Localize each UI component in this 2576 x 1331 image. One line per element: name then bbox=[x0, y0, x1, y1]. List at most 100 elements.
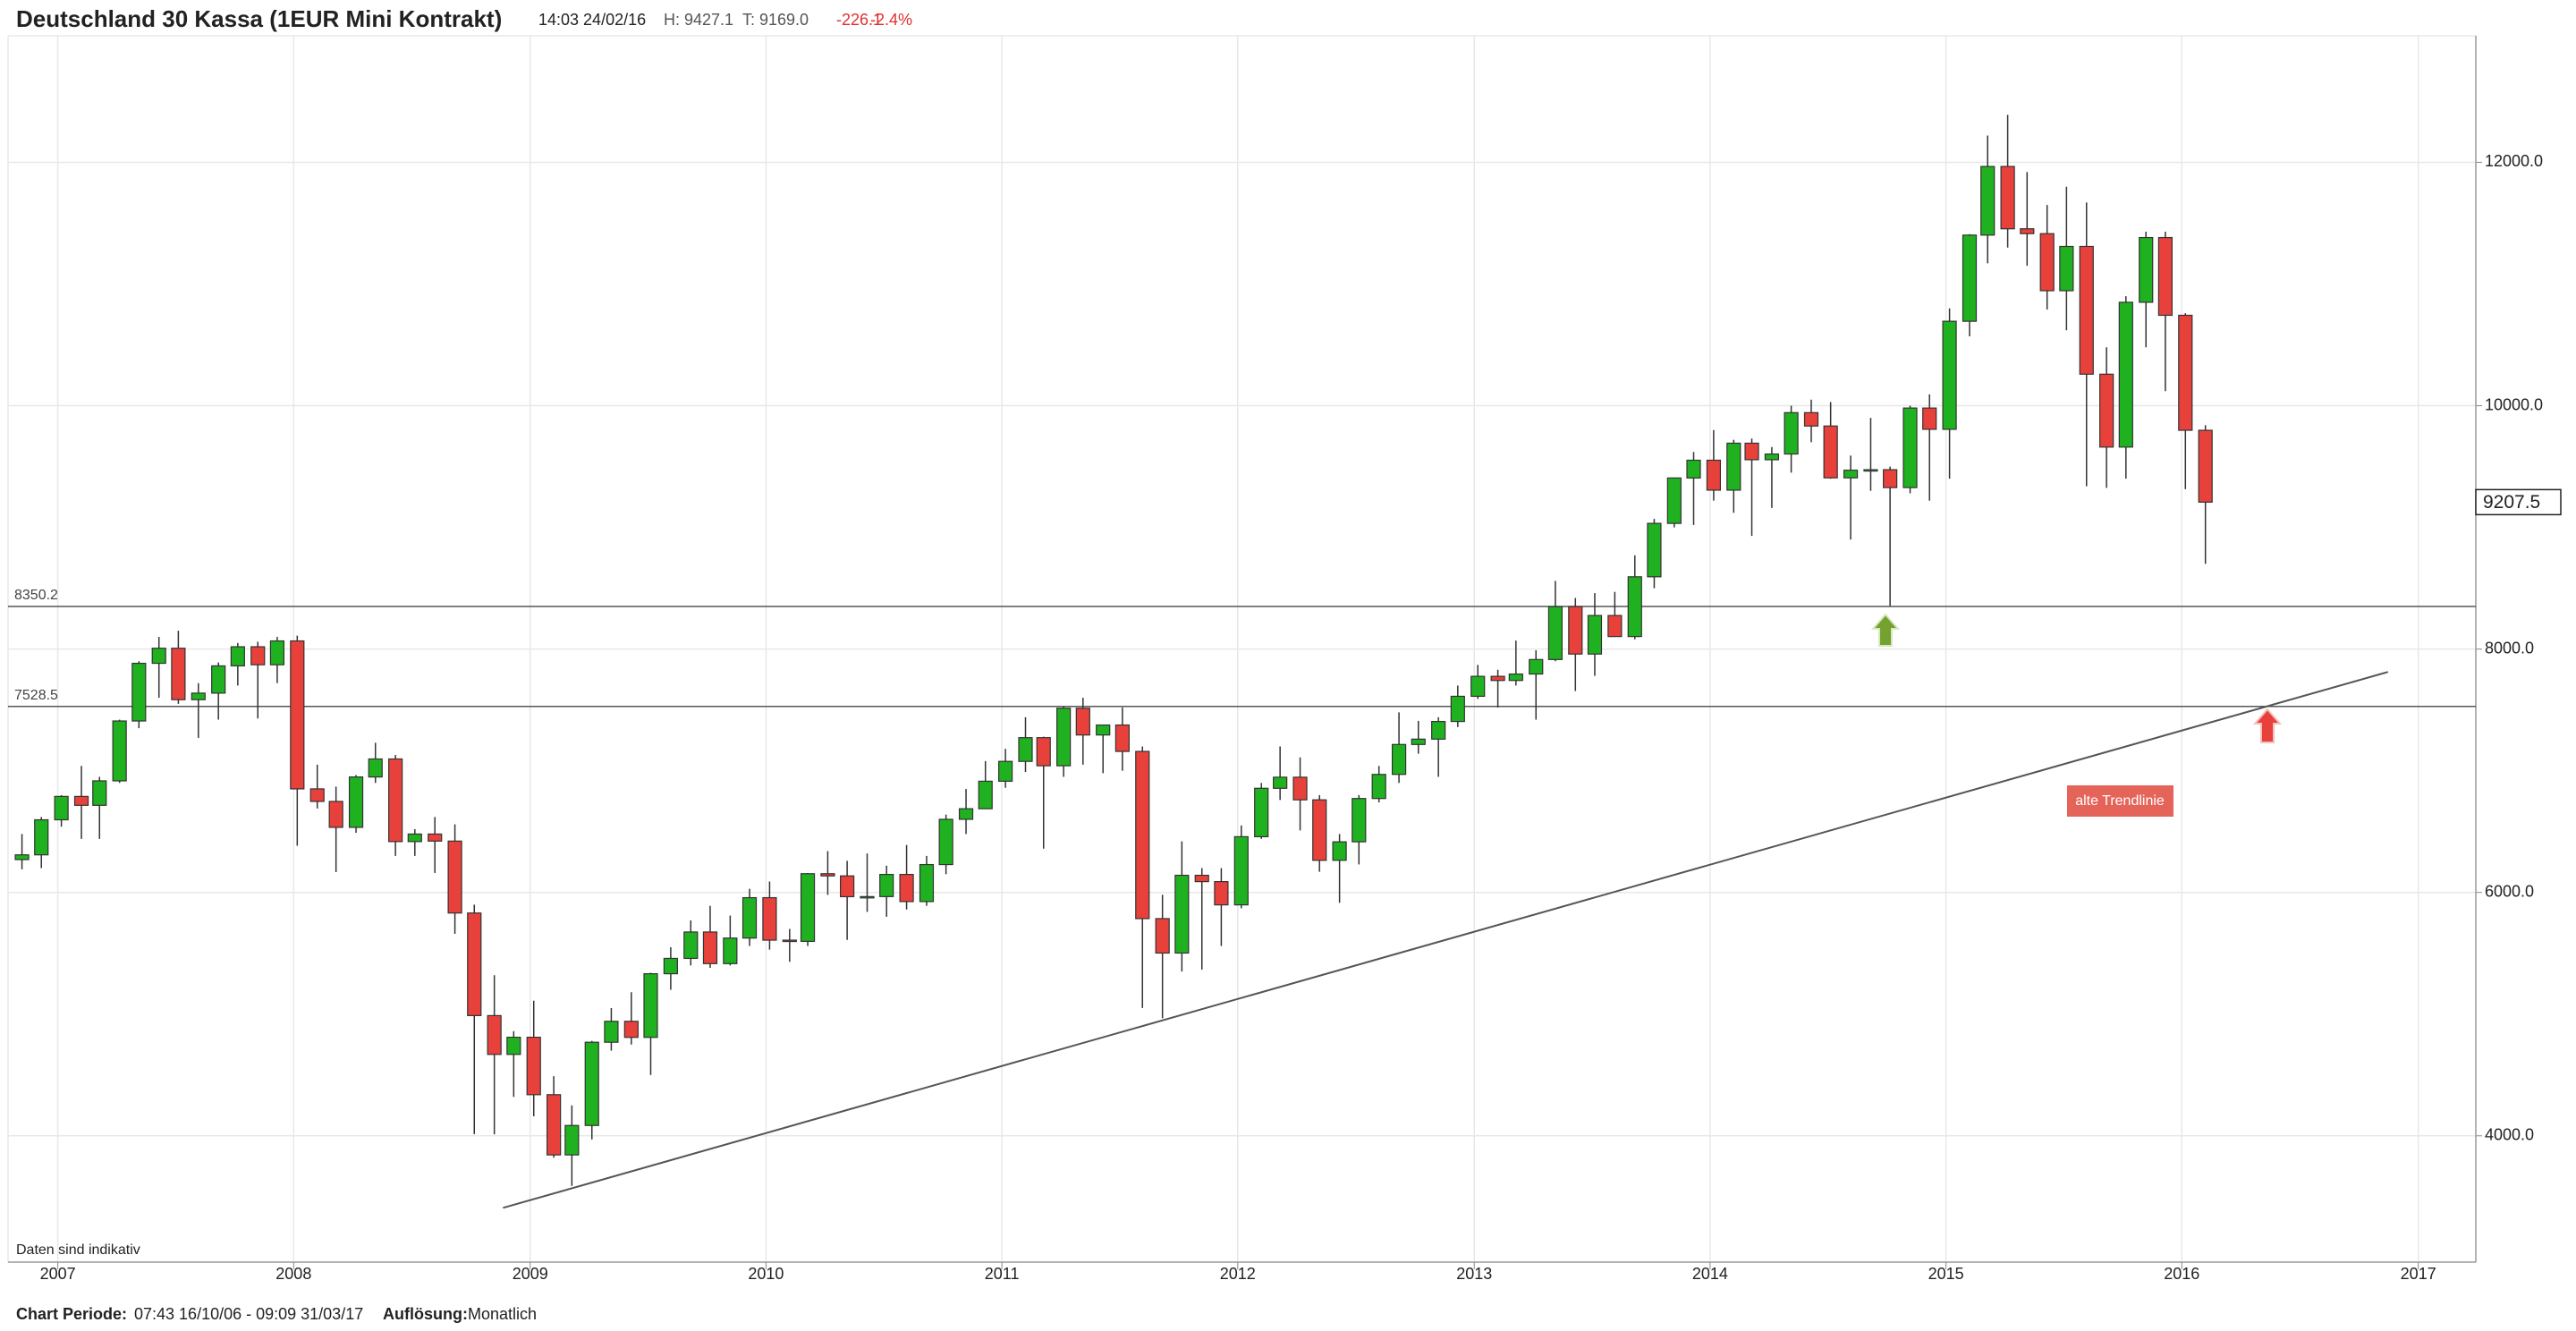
candle-body bbox=[1764, 453, 1780, 461]
candle-body bbox=[1312, 799, 1327, 861]
candle-body bbox=[487, 1014, 502, 1055]
candle-body bbox=[1470, 675, 1486, 698]
candle-body bbox=[1233, 835, 1249, 906]
x-tick-label: 2010 bbox=[748, 1265, 784, 1283]
candle-body bbox=[348, 776, 364, 828]
time: 14:03 24/02/16 bbox=[538, 11, 646, 29]
x-tick-label: 2007 bbox=[40, 1265, 76, 1283]
x-tick-label: 2015 bbox=[1928, 1265, 1964, 1283]
candle-body bbox=[604, 1021, 619, 1043]
candle-body bbox=[1056, 708, 1072, 767]
candle-body bbox=[899, 873, 914, 903]
candle-body bbox=[1036, 737, 1051, 767]
candle-body bbox=[1450, 695, 1465, 723]
candle-body bbox=[1803, 411, 1819, 427]
candle-body bbox=[428, 833, 443, 842]
candle-body bbox=[1214, 881, 1229, 906]
candle-body bbox=[211, 665, 226, 694]
candle-body bbox=[2139, 236, 2154, 303]
candle-body bbox=[368, 758, 383, 778]
candle-body bbox=[1823, 425, 1838, 479]
candle-body bbox=[547, 1094, 562, 1156]
candle-body bbox=[1411, 738, 1426, 745]
candle-body bbox=[1547, 606, 1563, 660]
candle-body bbox=[73, 795, 89, 806]
y-tick-label: 12000.0 bbox=[2485, 152, 2543, 170]
candle-body bbox=[2198, 429, 2213, 503]
x-tick-label: 2016 bbox=[2164, 1265, 2199, 1283]
y-tick-label: 6000.0 bbox=[2485, 882, 2534, 900]
candle-body bbox=[1194, 874, 1209, 883]
candle-body bbox=[230, 646, 245, 667]
candle-body bbox=[14, 854, 30, 860]
candle-body bbox=[800, 873, 816, 943]
candle-body bbox=[2000, 165, 2015, 230]
candle-body bbox=[723, 937, 738, 964]
candle-body bbox=[998, 760, 1013, 782]
high: H: 9427.1 bbox=[664, 11, 733, 29]
candle-body bbox=[388, 758, 403, 843]
candle-body bbox=[1647, 522, 1662, 578]
candle-body bbox=[919, 863, 935, 903]
period: 07:43 16/10/06 - 09:09 31/03/17 bbox=[134, 1305, 363, 1323]
candle-body bbox=[2099, 373, 2114, 448]
candle-body bbox=[860, 895, 875, 899]
x-tick-label: 2009 bbox=[513, 1265, 548, 1283]
candle-body bbox=[1627, 576, 1642, 638]
candle-body bbox=[1843, 470, 1859, 479]
low: T: 9169.0 bbox=[742, 11, 809, 29]
candle-body bbox=[1902, 407, 1918, 488]
candle-body bbox=[2118, 301, 2133, 448]
candle-body bbox=[1254, 787, 1269, 838]
candle-body bbox=[2039, 233, 2055, 292]
candle-body bbox=[820, 873, 835, 877]
candle-body bbox=[1568, 606, 1583, 655]
title: Deutschland 30 Kassa (1EUR Mini Kontrakt… bbox=[16, 5, 502, 32]
candle-body bbox=[762, 896, 777, 941]
trendline bbox=[503, 671, 2389, 1209]
level-label: 8350.2 bbox=[14, 588, 58, 603]
candle-body bbox=[1391, 743, 1407, 776]
candle-body bbox=[1174, 874, 1190, 954]
x-tick-label: 2013 bbox=[1456, 1265, 1492, 1283]
candle-body bbox=[191, 692, 206, 700]
level-label: 7528.5 bbox=[14, 688, 58, 703]
candle-body bbox=[1784, 411, 1799, 455]
candle-body bbox=[54, 795, 69, 821]
candle-body bbox=[1607, 615, 1623, 638]
y-tick-label: 8000.0 bbox=[2485, 639, 2534, 657]
candle-body bbox=[1922, 407, 1937, 430]
candle-body bbox=[1686, 459, 1701, 479]
candle-body bbox=[2157, 236, 2173, 317]
candle-body bbox=[978, 780, 993, 810]
candle-body bbox=[1666, 477, 1682, 524]
candle-body bbox=[34, 818, 49, 856]
candle-body bbox=[1980, 165, 1996, 236]
candle-body bbox=[1135, 750, 1150, 920]
candle-body bbox=[702, 931, 718, 964]
x-tick-label: 2014 bbox=[1692, 1265, 1728, 1283]
candle-body bbox=[171, 648, 186, 700]
candle-body bbox=[250, 646, 266, 666]
candle-body bbox=[526, 1037, 541, 1096]
candle-body bbox=[741, 896, 758, 939]
green-arrow bbox=[1870, 613, 1901, 647]
plot-area: 2007 2008 2009 2010 2011 2012 2013 2014 2015 2016… bbox=[7, 35, 2543, 1283]
candle-body bbox=[447, 840, 462, 914]
candle-body bbox=[840, 875, 855, 898]
candle-body bbox=[290, 640, 305, 790]
candle-body bbox=[1292, 776, 1308, 801]
candle-body bbox=[2059, 245, 2074, 292]
candle-body bbox=[1273, 776, 1288, 789]
candle-body bbox=[2079, 245, 2094, 375]
candle-body bbox=[112, 720, 127, 782]
candle-body bbox=[309, 788, 325, 802]
candle-body bbox=[1962, 234, 1978, 322]
candle-body bbox=[328, 801, 343, 828]
candle-body bbox=[782, 939, 797, 943]
candle-body bbox=[564, 1124, 580, 1156]
candle-body bbox=[643, 972, 658, 1039]
candle-body bbox=[1352, 798, 1367, 843]
candle-body bbox=[131, 662, 147, 722]
